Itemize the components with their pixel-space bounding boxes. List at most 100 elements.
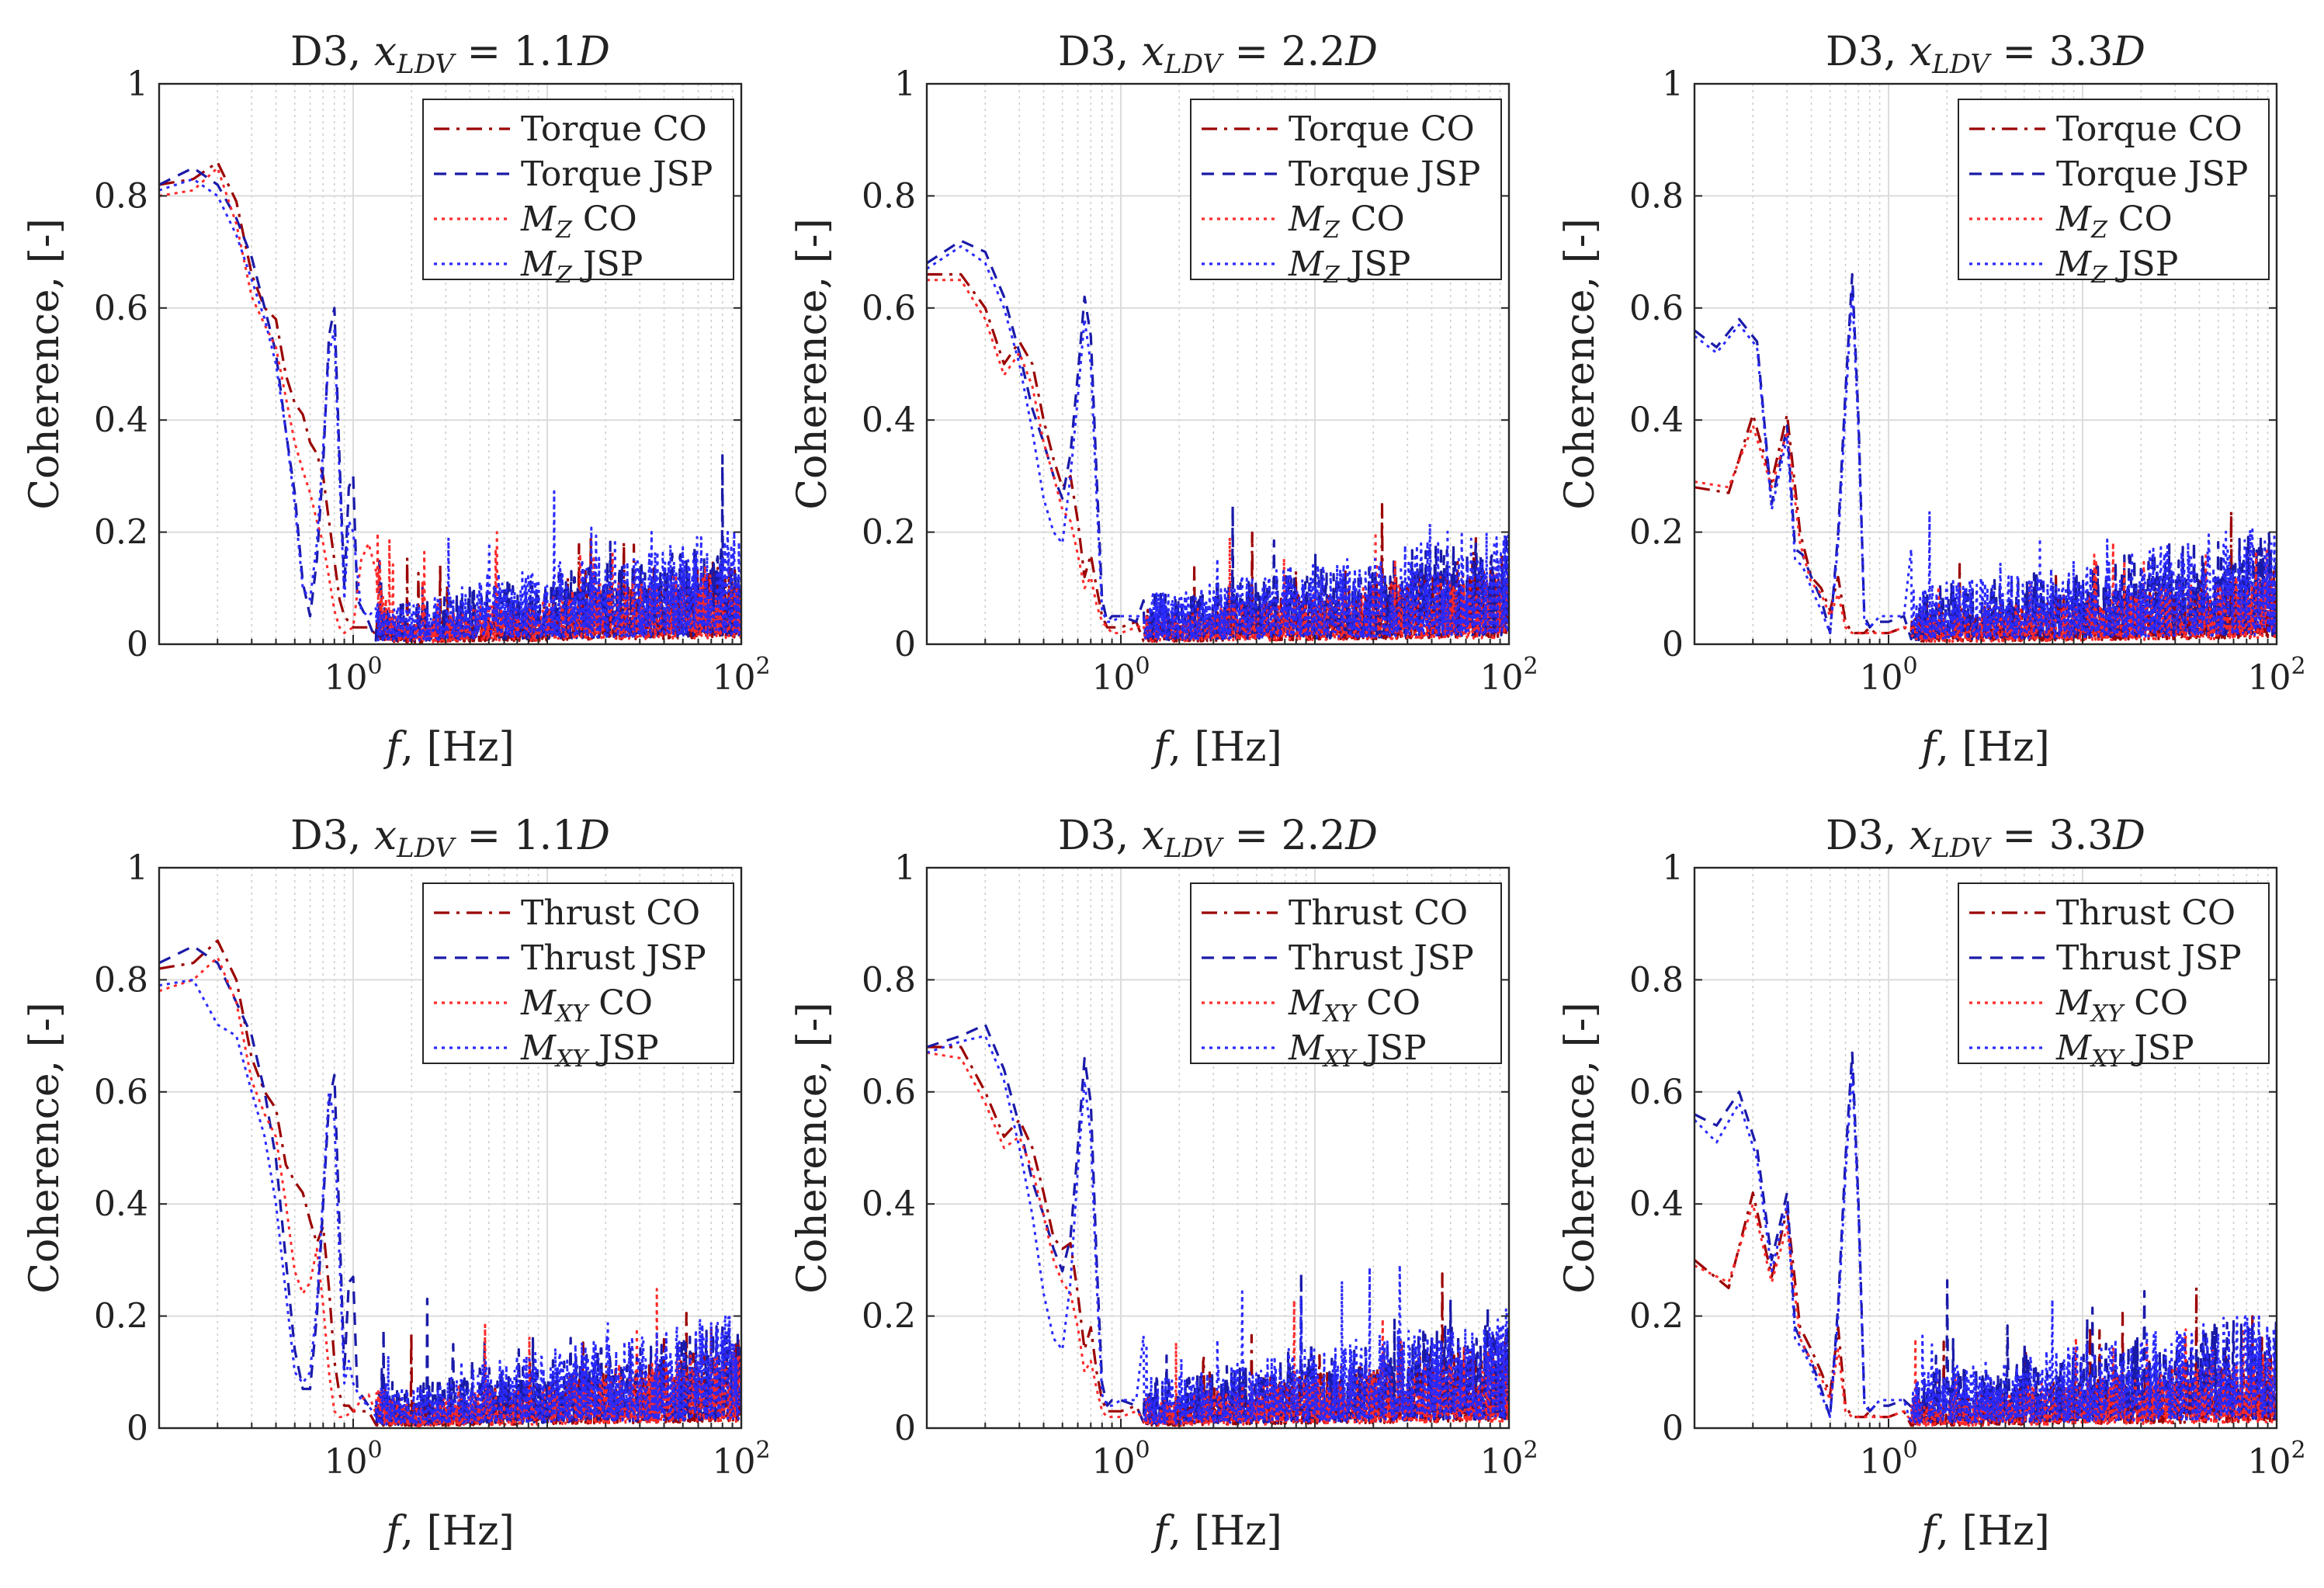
y-tick-label: 0.8 [862,176,916,216]
legend-entry: MZ CO [520,199,637,244]
y-tick-label: 0 [127,1409,148,1448]
y-tick-label: 0.6 [862,289,916,328]
chart-title: D3, xLDV = 3.3D [1826,29,2145,80]
series-group [1694,272,2277,643]
legend-entry: MZ JSP [520,244,643,289]
x-axis-label: f, [Hz] [383,1508,515,1555]
chart-panel-3: 0 0.2 0.4 0.6 0.8 1 100 102 f, [Hz] Coherence, [-… [1557,29,2306,771]
y-tick-label: 1 [894,64,916,104]
series-line-m-z-jsp [1694,290,2277,640]
series-group [927,239,1509,643]
legend-entry: Thrust JSP [1289,938,1474,978]
y-axis-label: Coherence, [-] [22,1002,68,1294]
x-axis-label: f, [Hz] [1918,724,2050,771]
legend-entry: MZ JSP [1288,244,1410,289]
legend-entry: Torque CO [521,109,707,149]
series-line-m-xy-jsp [159,978,741,1427]
legend-entry: MXY JSP [2055,1028,2194,1073]
legend-entry: Thrust JSP [521,938,706,978]
series-line-m-xy-jsp [927,1035,1509,1426]
y-axis-label: Coherence, [-] [789,1002,836,1294]
y-tick-label: 0.6 [94,1073,148,1112]
chart-panel-5: 0 0.2 0.4 0.6 0.8 1 100 102 f, [Hz] Coherence, [-… [789,813,1538,1555]
x-tick-label: 102 [1479,1437,1538,1482]
chart-title: D3, xLDV = 3.3D [1826,813,2145,864]
y-tick-label: 0 [894,625,916,664]
y-tick-label: 1 [1662,64,1684,104]
axes-box [925,82,1511,646]
y-tick-label: 0.8 [1629,176,1684,216]
legend-entry: MXY CO [2055,983,2188,1028]
y-tick-label: 0.4 [862,400,916,440]
y-tick-label: 0.6 [862,1073,916,1112]
chart-panel-1: 0 0.2 0.4 0.6 0.8 1 100 102 f, [Hz] Coherence, [-… [22,29,771,771]
legend-entry: Torque JSP [521,154,713,194]
legend-entry: Torque CO [1289,109,1475,149]
chart-title: D3, xLDV = 2.2D [1058,813,1378,864]
chart-panel-6: 0 0.2 0.4 0.6 0.8 1 100 102 f, [Hz] Coherence, [-… [1557,813,2306,1555]
y-tick-label: 0.4 [94,400,148,440]
y-tick-label: 0.8 [862,960,916,1000]
y-tick-label: 0.8 [94,960,148,1000]
legend-entry: MZ CO [2055,199,2173,244]
y-tick-label: 1 [127,64,148,104]
series-line-thrust-jsp [927,1023,1509,1426]
y-axis-label: Coherence, [-] [22,218,68,510]
y-axis-label: Coherence, [-] [1557,1002,1604,1294]
chart-panel-4: 0 0.2 0.4 0.6 0.8 1 100 102 f, [Hz] Coherence, [-… [22,813,771,1555]
y-tick-label: 1 [894,848,916,888]
axes-box [925,866,1511,1430]
series-line-m-xy-co [159,956,741,1428]
x-tick-label: 102 [2247,1437,2305,1482]
y-tick-label: 0.2 [94,513,148,553]
y-tick-label: 0.8 [94,176,148,216]
x-axis-label: f, [Hz] [1150,724,1282,771]
x-tick-label: 100 [324,653,382,698]
y-tick-label: 0.6 [1629,1073,1684,1112]
series-line-m-z-jsp [927,244,1509,642]
series-line-m-xy-co [927,1051,1509,1427]
y-tick-label: 1 [1662,848,1684,888]
series-line-m-xy-jsp [1694,1068,2277,1425]
y-tick-label: 0.6 [94,289,148,328]
y-tick-label: 0.6 [1629,289,1684,328]
axes-box [158,82,743,646]
x-tick-label: 102 [2247,653,2305,698]
series-line-m-z-jsp [159,178,741,642]
x-axis-label: f, [Hz] [1150,1508,1282,1555]
legend-entry: Torque CO [2056,109,2242,149]
x-tick-label: 102 [712,653,770,698]
legend-entry: Thrust CO [521,893,700,933]
series-group [927,1023,1509,1427]
x-tick-label: 100 [1859,1437,1917,1482]
y-tick-label: 0 [894,1409,916,1448]
y-axis-label: Coherence, [-] [789,218,836,510]
y-tick-label: 0.8 [1629,960,1684,1000]
legend-entry: Torque JSP [1289,154,1480,194]
legend-entry: MXY CO [520,983,653,1028]
series-group [1694,1051,2277,1427]
y-tick-label: 0 [127,625,148,664]
y-tick-label: 0.4 [862,1184,916,1224]
legend-entry: MZ JSP [2055,244,2178,289]
y-tick-label: 0.4 [1629,400,1684,440]
x-tick-label: 100 [1091,653,1150,698]
chart-panel-2: 0 0.2 0.4 0.6 0.8 1 100 102 f, [Hz] Coherence, [-… [789,29,1538,771]
y-tick-label: 0 [1662,625,1684,664]
series-group [159,161,741,644]
x-axis-label: f, [Hz] [1918,1508,2050,1555]
chart-title: D3, xLDV = 1.1D [290,813,610,864]
axes-box [158,866,743,1430]
axes-box [1693,82,2278,646]
legend-entry: MZ CO [1288,199,1405,244]
series-group [159,939,741,1428]
y-tick-label: 0.2 [862,513,916,553]
chart-title: D3, xLDV = 2.2D [1058,29,1378,80]
y-tick-label: 0.2 [1629,1297,1684,1337]
